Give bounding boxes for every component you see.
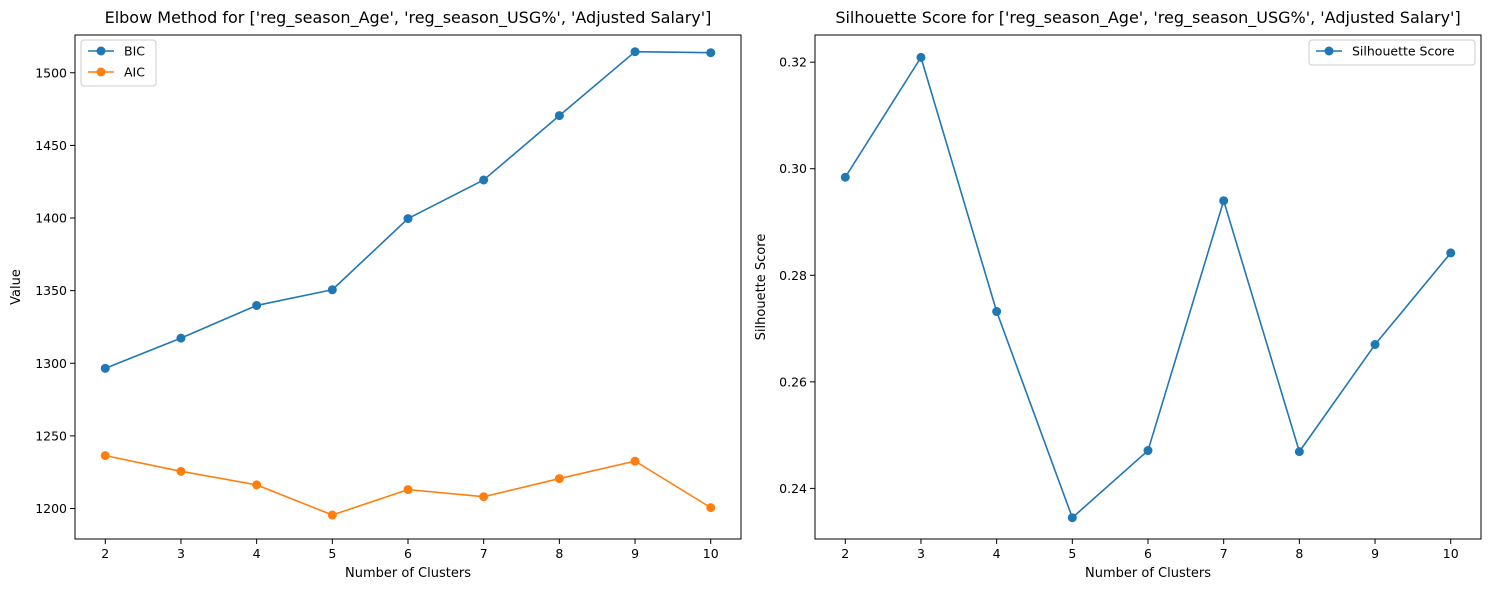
y-tick-label: 1400 <box>35 211 67 226</box>
data-point <box>252 300 262 310</box>
x-tick-label: 5 <box>328 546 336 561</box>
x-tick-label: 9 <box>1371 546 1379 561</box>
legend-marker <box>96 67 106 77</box>
x-tick-label: 9 <box>631 546 639 561</box>
data-point <box>403 214 413 224</box>
series-line-bic <box>104 50 711 370</box>
x-tick-label: 6 <box>1144 546 1152 561</box>
legend-box <box>1308 39 1476 66</box>
y-tick-label: 1250 <box>35 428 67 443</box>
data-point <box>100 451 110 461</box>
data-point <box>1370 340 1380 350</box>
data-point <box>1067 513 1077 523</box>
plot-frame <box>74 34 742 540</box>
data-point <box>706 503 716 513</box>
data-point <box>479 492 489 502</box>
y-axis-label: Value <box>9 269 24 305</box>
data-point <box>176 466 186 476</box>
chart-title: Elbow Method for ['reg_season_Age', 'reg… <box>105 8 712 28</box>
legend-marker <box>1324 46 1334 56</box>
legend-label: BIC <box>124 44 145 59</box>
x-axis-label: Number of Clusters <box>345 566 471 581</box>
data-point <box>1294 447 1304 457</box>
data-point <box>176 333 186 343</box>
x-tick-label: 2 <box>841 546 849 561</box>
y-tick-label: 0.24 <box>779 481 807 496</box>
data-point <box>327 285 337 295</box>
data-point <box>630 456 640 466</box>
x-axis-label: Number of Clusters <box>1085 566 1211 581</box>
x-tick-label: 3 <box>177 546 185 561</box>
y-tick-label: 1500 <box>35 65 67 80</box>
y-tick-label: 1350 <box>35 283 67 298</box>
data-point <box>479 175 489 185</box>
plot-frame <box>814 34 1482 540</box>
x-tick-label: 2 <box>101 546 109 561</box>
x-tick-label: 7 <box>1220 546 1228 561</box>
x-tick-label: 8 <box>555 546 563 561</box>
data-point <box>403 485 413 495</box>
data-point <box>554 474 564 484</box>
data-point <box>554 111 564 121</box>
chart-title: Silhouette Score for ['reg_season_Age', … <box>835 8 1460 28</box>
y-tick-label: 0.26 <box>779 374 807 389</box>
x-tick-label: 8 <box>1295 546 1303 561</box>
x-tick-label: 10 <box>703 546 719 561</box>
data-point <box>252 480 262 490</box>
y-axis-label: Silhouette Score <box>754 234 769 341</box>
x-tick-label: 6 <box>404 546 412 561</box>
data-point <box>916 52 926 62</box>
data-point <box>1143 446 1153 456</box>
y-tick-label: 1450 <box>35 138 67 153</box>
data-point <box>100 363 110 373</box>
x-tick-label: 3 <box>917 546 925 561</box>
x-tick-label: 4 <box>993 546 1001 561</box>
y-tick-label: 0.30 <box>779 161 807 176</box>
data-point <box>1219 196 1229 206</box>
elbow-chart: Elbow Method for ['reg_season_Age', 'reg… <box>9 8 742 581</box>
y-tick-label: 0.32 <box>779 55 807 70</box>
legend-label: Silhouette Score <box>1352 44 1455 59</box>
data-point <box>992 307 1002 317</box>
legend-marker <box>96 46 106 56</box>
y-tick-label: 1200 <box>35 501 67 516</box>
data-point <box>630 47 640 57</box>
data-point <box>1446 248 1456 258</box>
silhouette-chart: Silhouette Score for ['reg_season_Age', … <box>754 8 1482 581</box>
data-point <box>840 172 850 182</box>
x-tick-label: 10 <box>1443 546 1459 561</box>
y-tick-label: 1300 <box>35 356 67 371</box>
x-tick-label: 5 <box>1068 546 1076 561</box>
data-point <box>706 48 716 58</box>
y-tick-label: 0.28 <box>779 268 807 283</box>
legend-label: AIC <box>124 65 145 80</box>
data-point <box>327 510 337 520</box>
x-tick-label: 7 <box>480 546 488 561</box>
x-tick-label: 4 <box>253 546 261 561</box>
